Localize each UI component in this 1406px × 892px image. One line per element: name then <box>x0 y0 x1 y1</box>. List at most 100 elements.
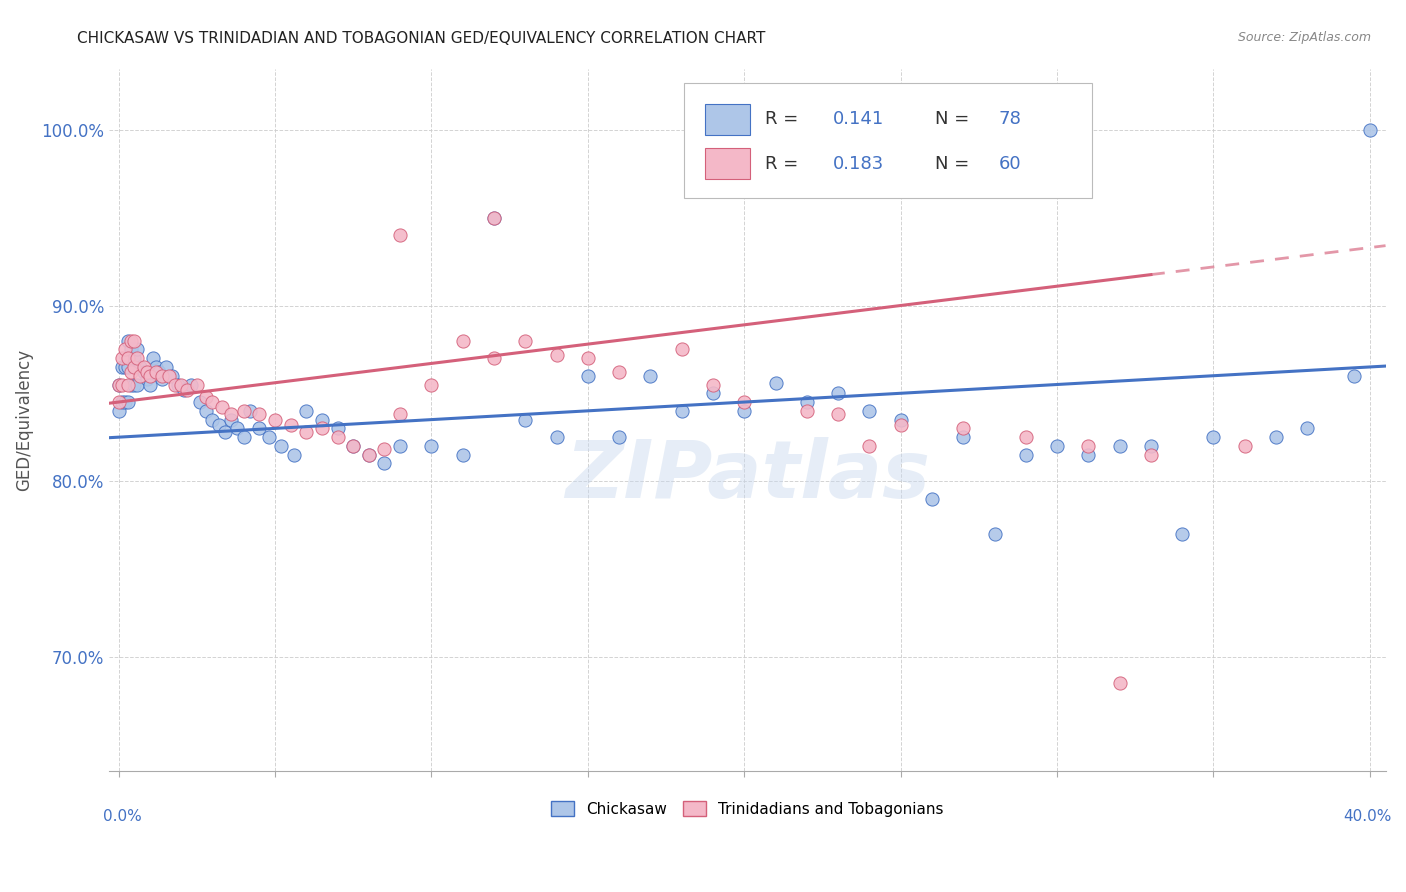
Text: N =: N = <box>935 154 974 173</box>
Point <box>357 448 380 462</box>
Point <box>117 377 139 392</box>
Point <box>280 417 302 432</box>
Point <box>640 368 662 383</box>
Point <box>1233 439 1256 453</box>
Point <box>257 430 280 444</box>
Point <box>120 377 142 392</box>
Text: R =: R = <box>765 154 804 173</box>
Bar <box>706 148 749 179</box>
Point <box>389 439 412 453</box>
Point <box>796 395 818 409</box>
Point <box>1077 448 1099 462</box>
Point <box>765 376 787 390</box>
Point <box>247 408 270 422</box>
Point <box>342 439 364 453</box>
Point <box>373 442 395 457</box>
Point <box>482 211 505 225</box>
Point <box>208 417 231 432</box>
Point <box>120 343 142 357</box>
Point <box>890 417 912 432</box>
Point <box>1015 430 1038 444</box>
Point <box>214 425 236 439</box>
Text: ZIPatlas: ZIPatlas <box>565 437 929 515</box>
Point <box>122 359 145 374</box>
Point <box>983 526 1005 541</box>
Point <box>1202 430 1225 444</box>
Text: 0.183: 0.183 <box>832 154 884 173</box>
Point <box>671 404 693 418</box>
Point <box>546 430 568 444</box>
Point <box>733 404 755 418</box>
Point <box>1046 439 1069 453</box>
Point <box>219 412 242 426</box>
Point <box>117 334 139 348</box>
Point <box>247 421 270 435</box>
Point <box>607 365 630 379</box>
Point <box>295 404 318 418</box>
Text: Source: ZipAtlas.com: Source: ZipAtlas.com <box>1237 31 1371 45</box>
Point <box>239 404 262 418</box>
Text: 78: 78 <box>998 111 1022 128</box>
Point <box>515 412 537 426</box>
Point <box>122 377 145 392</box>
Text: N =: N = <box>935 111 974 128</box>
Point <box>155 359 177 374</box>
Point <box>1140 439 1163 453</box>
Point <box>295 425 318 439</box>
Point <box>186 377 208 392</box>
Point <box>120 365 142 379</box>
FancyBboxPatch shape <box>683 83 1092 198</box>
Point <box>389 408 412 422</box>
Point <box>107 377 129 392</box>
Point <box>342 439 364 453</box>
Point <box>1358 123 1381 137</box>
Point <box>107 404 129 418</box>
Text: 0.0%: 0.0% <box>103 809 142 824</box>
Point <box>607 430 630 444</box>
Point <box>733 395 755 409</box>
Point <box>270 439 292 453</box>
Point <box>129 359 152 374</box>
Point <box>148 365 170 379</box>
Point <box>1108 439 1130 453</box>
Point <box>219 408 242 422</box>
Point <box>145 365 167 379</box>
Point <box>576 368 599 383</box>
Point <box>160 368 183 383</box>
Point <box>117 395 139 409</box>
Point <box>139 377 162 392</box>
Point <box>139 368 162 383</box>
Point <box>373 457 395 471</box>
Point <box>127 351 149 366</box>
Point <box>132 359 155 374</box>
Point <box>921 491 943 506</box>
Text: R =: R = <box>765 111 804 128</box>
Point <box>1265 430 1288 444</box>
Point <box>201 412 224 426</box>
Point <box>451 334 474 348</box>
Point <box>145 359 167 374</box>
Point <box>167 377 190 392</box>
Point <box>264 412 287 426</box>
Point <box>195 390 218 404</box>
Point <box>702 377 724 392</box>
Point <box>420 439 443 453</box>
Point <box>122 334 145 348</box>
Point <box>142 351 165 366</box>
Point <box>201 395 224 409</box>
Point <box>1296 421 1319 435</box>
Point <box>311 412 333 426</box>
Point <box>117 351 139 366</box>
Point <box>114 359 136 374</box>
Point <box>1140 448 1163 462</box>
Point <box>482 351 505 366</box>
Point <box>107 395 129 409</box>
Point <box>952 430 974 444</box>
Point <box>1171 526 1194 541</box>
Point <box>135 372 157 386</box>
Text: CHICKASAW VS TRINIDADIAN AND TOBAGONIAN GED/EQUIVALENCY CORRELATION CHART: CHICKASAW VS TRINIDADIAN AND TOBAGONIAN … <box>77 31 766 46</box>
Point <box>326 430 349 444</box>
Legend: Chickasaw, Trinidadians and Tobagonians: Chickasaw, Trinidadians and Tobagonians <box>546 795 949 822</box>
Point <box>858 404 880 418</box>
Point <box>357 448 380 462</box>
